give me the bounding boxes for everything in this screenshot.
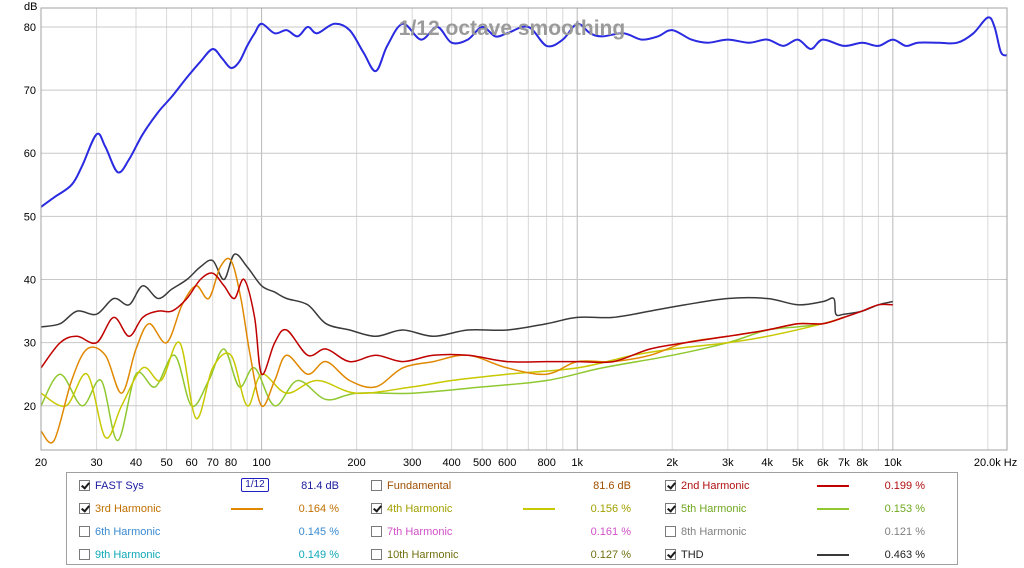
legend-item-9th-harmonic: 9th Harmonic 0.149 % bbox=[79, 546, 359, 564]
x-tick-label: 4k bbox=[761, 457, 773, 469]
legend-checkbox-5th-harmonic[interactable] bbox=[665, 503, 676, 514]
legend-item-6th-harmonic: 6th Harmonic 0.145 % bbox=[79, 523, 359, 541]
legend-label: THD bbox=[681, 549, 704, 561]
x-tick-label: 50 bbox=[160, 457, 172, 469]
plot-frame bbox=[40, 7, 1008, 451]
legend-checkbox-3rd-harmonic[interactable] bbox=[79, 503, 90, 514]
x-axis-ticks: 20 30 40 50 60 70 80 100 200 300 400 500 600 800 1k 2k 3… bbox=[35, 457, 1017, 469]
legend-value: 81.6 dB bbox=[593, 480, 631, 492]
legend-item-4th-harmonic: 4th Harmonic 0.156 % bbox=[371, 500, 651, 518]
x-tick-label: 5k bbox=[792, 457, 804, 469]
legend-value: 0.127 % bbox=[590, 549, 631, 561]
x-tick-label: 500 bbox=[473, 457, 491, 469]
x-tick-label: 300 bbox=[403, 457, 421, 469]
legend-label: 5th Harmonic bbox=[681, 503, 747, 515]
x-tick-label: 800 bbox=[537, 457, 555, 469]
x-tick-label: 10k bbox=[884, 457, 902, 469]
legend-swatch bbox=[817, 485, 849, 487]
x-tick-label: 6k bbox=[817, 457, 829, 469]
legend-value: 0.463 % bbox=[884, 549, 925, 561]
grid bbox=[41, 8, 1007, 450]
y-tick-label: 30 bbox=[24, 338, 36, 350]
x-tick-label: 200 bbox=[347, 457, 365, 469]
legend-checkbox-6th-harmonic[interactable] bbox=[79, 526, 90, 537]
legend-item-8th-harmonic: 8th Harmonic 0.121 % bbox=[665, 523, 945, 541]
legend-label: 7th Harmonic bbox=[387, 526, 453, 538]
x-tick-label: 400 bbox=[442, 457, 460, 469]
legend-label: 10th Harmonic bbox=[387, 549, 459, 561]
chart-title: 1/12 octave smoothing bbox=[399, 17, 625, 40]
y-axis-ticks: 20 30 40 50 60 70 80 bbox=[24, 22, 36, 413]
x-tick-label: 600 bbox=[498, 457, 516, 469]
legend-value: 0.149 % bbox=[298, 549, 339, 561]
y-axis-label: dB bbox=[24, 1, 37, 13]
legend-item-thd: THD 0.463 % bbox=[665, 546, 945, 564]
y-tick-label: 20 bbox=[24, 401, 36, 413]
legend-item-fundamental: Fundamental 81.6 dB bbox=[371, 477, 651, 495]
legend-checkbox-10th-harmonic[interactable] bbox=[371, 549, 382, 560]
legend-value: 0.161 % bbox=[590, 526, 631, 538]
x-tick-label: 60 bbox=[185, 457, 197, 469]
legend-item-2nd-harmonic: 2nd Harmonic 0.199 % bbox=[665, 477, 945, 495]
x-tick-label: 30 bbox=[90, 457, 102, 469]
series-lines bbox=[40, 16, 1008, 444]
legend-checkbox-9th-harmonic[interactable] bbox=[79, 549, 90, 560]
legend-checkbox-2nd-harmonic[interactable] bbox=[665, 480, 676, 491]
y-tick-label: 70 bbox=[24, 85, 36, 97]
legend-swatch bbox=[817, 508, 849, 510]
x-tick-label: 3k bbox=[722, 457, 734, 469]
smoothing-button[interactable]: 1/12 bbox=[241, 478, 269, 492]
legend-swatch bbox=[523, 508, 555, 510]
series-line-thd bbox=[40, 253, 893, 338]
x-tick-label: 20.0k Hz bbox=[974, 457, 1017, 469]
series-line-2nd-harmonic bbox=[40, 272, 893, 376]
x-tick-label: 100 bbox=[252, 457, 270, 469]
frequency-response-chart: 20 30 40 50 60 70 80 20 30 40 50 60 70 80 100 200 300 40… bbox=[24, 1, 1018, 469]
x-tick-label: 80 bbox=[225, 457, 237, 469]
legend-label: FAST Sys bbox=[95, 480, 144, 492]
y-tick-label: 50 bbox=[24, 211, 36, 223]
x-tick-label: 2k bbox=[666, 457, 678, 469]
legend-value: 0.199 % bbox=[884, 480, 925, 492]
series-line-fast-sys bbox=[40, 16, 1008, 208]
x-tick-label: 1k bbox=[571, 457, 583, 469]
x-tick-label: 7k bbox=[838, 457, 850, 469]
legend-checkbox-8th-harmonic[interactable] bbox=[665, 526, 676, 537]
legend-label: 8th Harmonic bbox=[681, 526, 747, 538]
y-tick-label: 60 bbox=[24, 148, 36, 160]
series-line-5th-harmonic bbox=[40, 316, 845, 442]
legend-label: 4th Harmonic bbox=[387, 503, 453, 515]
legend-checkbox-7th-harmonic[interactable] bbox=[371, 526, 382, 537]
y-tick-label: 40 bbox=[24, 275, 36, 287]
legend-value: 81.4 dB bbox=[301, 480, 339, 492]
legend-checkbox-fundamental[interactable] bbox=[371, 480, 382, 491]
legend-item-fast-sys: FAST Sys 1/12 81.4 dB bbox=[79, 477, 359, 495]
y-tick-label: 80 bbox=[24, 22, 36, 34]
legend-checkbox-thd[interactable] bbox=[665, 549, 676, 560]
legend-value: 0.153 % bbox=[884, 503, 925, 515]
legend-value: 0.145 % bbox=[298, 526, 339, 538]
x-tick-label: 40 bbox=[130, 457, 142, 469]
legend-checkbox-fast-sys[interactable] bbox=[79, 480, 90, 491]
x-tick-label: 70 bbox=[207, 457, 219, 469]
x-tick-label: 8k bbox=[856, 457, 868, 469]
legend-swatch bbox=[817, 554, 849, 556]
legend-label: Fundamental bbox=[387, 480, 452, 492]
legend-label: 2nd Harmonic bbox=[681, 480, 750, 492]
x-tick-label: 20 bbox=[35, 457, 47, 469]
legend-item-7th-harmonic: 7th Harmonic 0.161 % bbox=[371, 523, 651, 541]
legend-label: 3rd Harmonic bbox=[95, 503, 162, 515]
legend-value: 0.156 % bbox=[590, 503, 631, 515]
legend-checkbox-4th-harmonic[interactable] bbox=[371, 503, 382, 514]
legend-label: 6th Harmonic bbox=[95, 526, 161, 538]
series-line-3rd-harmonic bbox=[40, 257, 845, 444]
legend-swatch bbox=[231, 508, 263, 510]
legend-value: 0.121 % bbox=[884, 526, 925, 538]
legend-item-3rd-harmonic: 3rd Harmonic 0.164 % bbox=[79, 500, 359, 518]
legend-item-5th-harmonic: 5th Harmonic 0.153 % bbox=[665, 500, 945, 518]
legend-panel: FAST Sys 1/12 81.4 dB Fundamental 81.6 dB 2nd… bbox=[66, 472, 958, 565]
legend-value: 0.164 % bbox=[298, 503, 339, 515]
legend-label: 9th Harmonic bbox=[95, 549, 161, 561]
legend-item-10th-harmonic: 10th Harmonic 0.127 % bbox=[371, 546, 651, 564]
